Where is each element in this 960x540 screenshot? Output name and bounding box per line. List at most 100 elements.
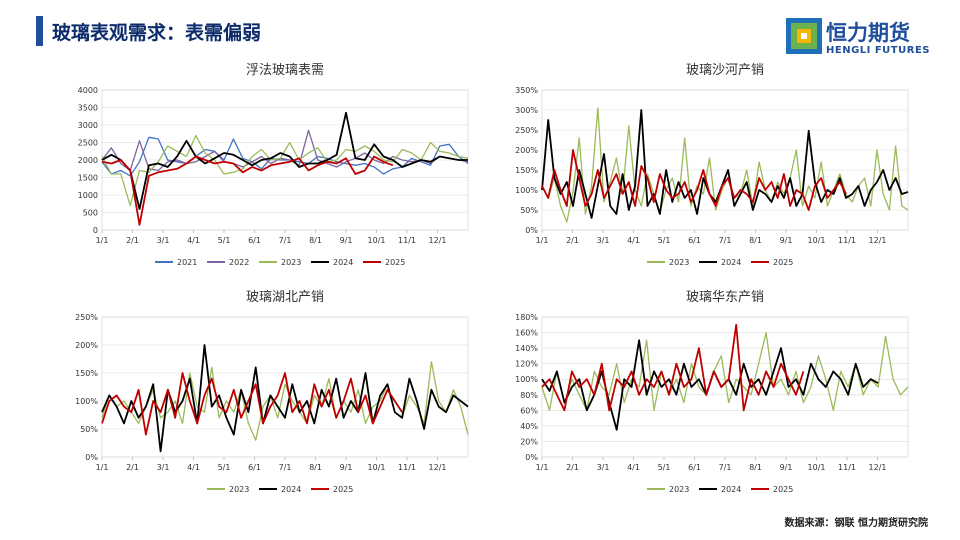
- hengli-logo: 恒力期货 HENGLI FUTURES: [786, 18, 936, 60]
- x-tick-label: 9/1: [340, 236, 353, 245]
- series-line-2024: [541, 109, 909, 219]
- legend-label: 2023: [281, 258, 301, 267]
- x-tick-label: 2/1: [566, 463, 579, 472]
- series-line-2025: [101, 155, 394, 226]
- legend-label: 2023: [229, 485, 249, 494]
- y-tick-label: 3000: [78, 121, 98, 130]
- legend-label: 2024: [281, 485, 301, 494]
- x-tick-label: 10/1: [808, 236, 826, 245]
- y-tick-label: 20%: [520, 437, 538, 446]
- plot-area: [541, 89, 909, 231]
- x-tick-label: 6/1: [248, 463, 261, 472]
- x-tick-label: 11/1: [398, 236, 416, 245]
- y-tick-label: 0%: [525, 226, 538, 235]
- x-tick-label: 7/1: [719, 236, 732, 245]
- legend-label: 2022: [229, 258, 249, 267]
- y-tick-label: 200%: [75, 341, 98, 350]
- y-tick-label: 1500: [78, 174, 98, 183]
- series-line-2024: [101, 111, 468, 210]
- series-line-2025: [541, 323, 805, 412]
- y-tick-label: 60%: [520, 406, 538, 415]
- y-tick-label: 500: [83, 209, 98, 218]
- x-tick-label: 3/1: [597, 236, 610, 245]
- chart-huadong-sales-ratio: 玻璃华东产销 0% 20% 40% 60% 80% 100% 120% 140% 160% 180%…: [515, 290, 909, 494]
- series-line-2023: [101, 361, 469, 441]
- x-tick-label: 5/1: [218, 463, 231, 472]
- y-tick-label: 0: [93, 226, 98, 235]
- y-tick-label: 50%: [520, 206, 538, 215]
- chart-hubei-sales-ratio: 玻璃湖北产销 0% 50% 100% 150% 200% 250% 1/1 2/1 3/1 4/1 5…: [75, 290, 469, 494]
- y-tick-label: 150%: [515, 166, 538, 175]
- series-line-2021: [101, 136, 469, 177]
- x-tick-label: 12/1: [429, 236, 447, 245]
- y-tick-label: 2500: [78, 139, 98, 148]
- chart-title: 玻璃湖北产销: [246, 290, 324, 305]
- x-tick-label: 8/1: [749, 463, 762, 472]
- x-tick-label: 12/1: [869, 236, 887, 245]
- legend-label: 2025: [773, 258, 793, 267]
- x-tick-label: 5/1: [218, 236, 231, 245]
- x-tick-label: 10/1: [368, 236, 386, 245]
- x-tick-label: 11/1: [398, 463, 416, 472]
- series-line-2023: [101, 134, 469, 207]
- series-line-2025: [541, 149, 847, 211]
- x-tick-label: 7/1: [279, 236, 292, 245]
- x-tick-label: 4/1: [627, 236, 640, 245]
- logo-name-en: HENGLI FUTURES: [826, 45, 930, 56]
- x-tick-label: 3/1: [157, 236, 170, 245]
- legend-label: 2025: [385, 258, 405, 267]
- y-tick-label: 300%: [515, 106, 538, 115]
- legend-label: 2025: [773, 485, 793, 494]
- legend-label: 2024: [721, 258, 741, 267]
- chart-title: 浮法玻璃表需: [246, 63, 324, 78]
- y-tick-label: 150%: [75, 369, 98, 378]
- data-source-note: 数据来源：钢联 恒力期货研究院: [784, 518, 928, 529]
- x-tick-label: 4/1: [627, 463, 640, 472]
- y-tick-label: 140%: [515, 344, 538, 353]
- y-tick-label: 4000: [78, 86, 98, 95]
- y-tick-label: 0%: [525, 453, 538, 462]
- x-tick-label: 9/1: [780, 463, 793, 472]
- y-tick-label: 80%: [520, 391, 538, 400]
- x-tick-label: 6/1: [688, 463, 701, 472]
- x-tick-label: 1/1: [536, 463, 549, 472]
- x-tick-label: 12/1: [429, 463, 447, 472]
- x-tick-label: 2/1: [126, 463, 139, 472]
- series-line-2025: [101, 372, 403, 436]
- legend-label: 2023: [669, 258, 689, 267]
- x-tick-label: 2/1: [566, 236, 579, 245]
- x-tick-label: 6/1: [688, 236, 701, 245]
- x-tick-label: 7/1: [279, 463, 292, 472]
- y-tick-label: 100%: [75, 397, 98, 406]
- series-line-2023: [541, 107, 909, 223]
- x-tick-label: 8/1: [309, 236, 322, 245]
- logo-mark-icon: [786, 18, 822, 54]
- x-tick-label: 12/1: [869, 463, 887, 472]
- legend-label: 2025: [333, 485, 353, 494]
- logo-name-cn: 恒力期货: [826, 21, 910, 45]
- legend-label: 2024: [333, 258, 353, 267]
- y-tick-label: 250%: [75, 313, 98, 322]
- chart-title: 玻璃沙河产销: [686, 63, 764, 78]
- y-tick-label: 200%: [515, 146, 538, 155]
- y-tick-label: 120%: [515, 360, 538, 369]
- y-tick-label: 100%: [515, 186, 538, 195]
- y-tick-label: 3500: [78, 104, 98, 113]
- y-tick-label: 160%: [515, 329, 538, 338]
- x-tick-label: 6/1: [248, 236, 261, 245]
- x-tick-label: 10/1: [808, 463, 826, 472]
- y-tick-label: 350%: [515, 86, 538, 95]
- x-tick-label: 4/1: [187, 463, 200, 472]
- x-tick-label: 11/1: [838, 463, 856, 472]
- x-tick-label: 3/1: [157, 463, 170, 472]
- x-tick-label: 5/1: [658, 236, 671, 245]
- x-tick-label: 8/1: [309, 463, 322, 472]
- series-line-2023: [541, 331, 909, 411]
- x-tick-label: 9/1: [340, 463, 353, 472]
- y-tick-label: 180%: [515, 313, 538, 322]
- x-tick-label: 4/1: [187, 236, 200, 245]
- y-tick-label: 100%: [515, 375, 538, 384]
- x-tick-label: 8/1: [749, 236, 762, 245]
- legend-label: 2024: [721, 485, 741, 494]
- x-tick-label: 11/1: [838, 236, 856, 245]
